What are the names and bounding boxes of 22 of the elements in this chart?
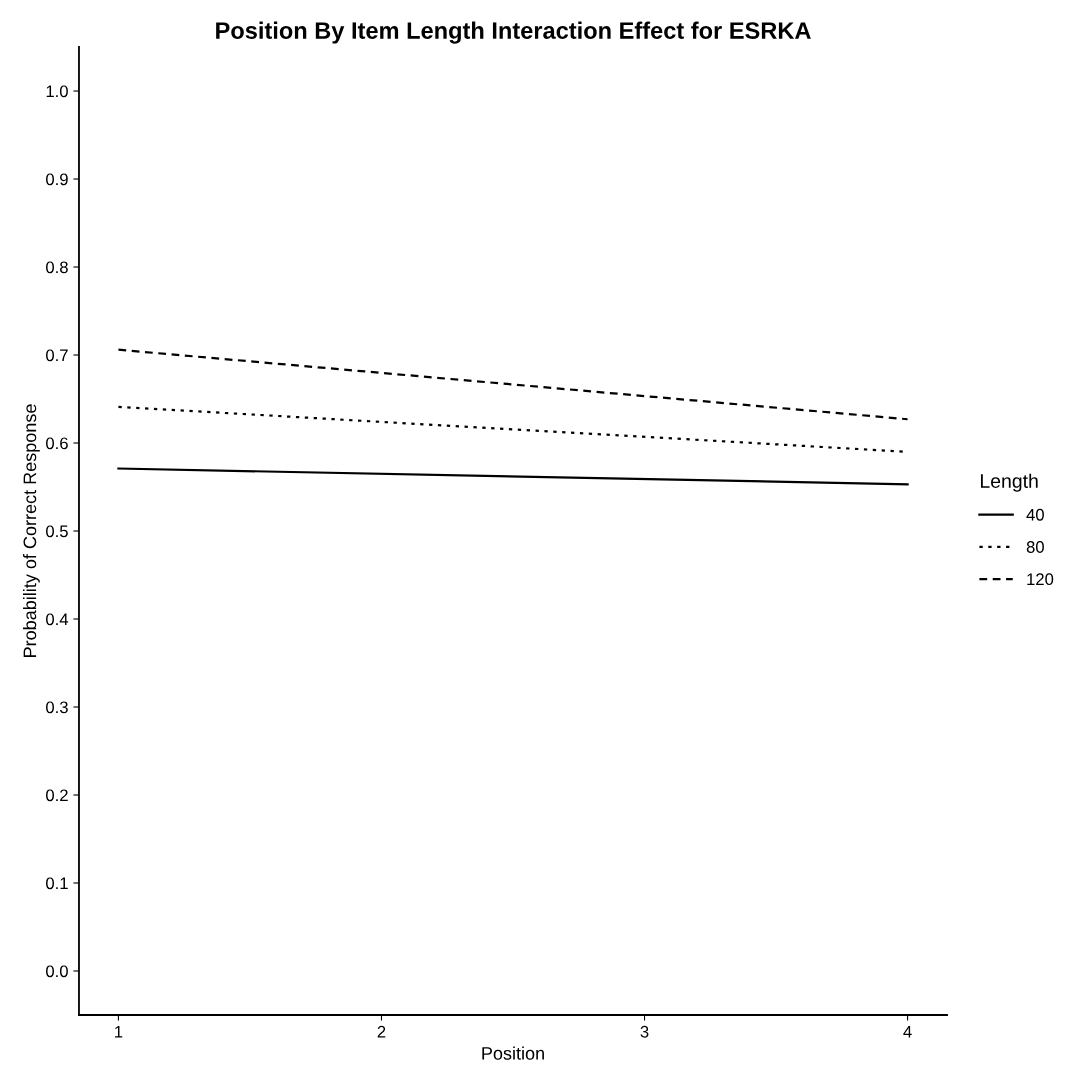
- y-tick-label: 0.6: [46, 437, 68, 450]
- y-tick-label: 0.5: [46, 525, 68, 538]
- x-tick-label: 4: [903, 1026, 912, 1038]
- y-tick-label: 0.3: [46, 701, 68, 714]
- legend-label: 80: [1026, 541, 1044, 553]
- y-tick-label: 1.0: [46, 85, 68, 98]
- x-tick-label: 2: [377, 1025, 386, 1038]
- legend-label: 120: [1027, 573, 1054, 586]
- y-tick-label: 0.0: [46, 965, 68, 978]
- y-tick-label: 0.1: [46, 877, 68, 890]
- x-axis-title: Position: [482, 1046, 544, 1060]
- chart-title: Position By Item Length Interaction Effect for ESRKA: [216, 21, 811, 44]
- y-tick-label: 0.9: [46, 173, 68, 186]
- x-tick-label: 3: [640, 1025, 649, 1038]
- legend-label: 40: [1026, 508, 1044, 521]
- y-tick-label: 0.4: [46, 613, 69, 626]
- x-tick-label: 1: [115, 1026, 123, 1038]
- y-tick-label: 0.2: [46, 789, 68, 802]
- y-tick-label: 0.8: [46, 261, 68, 274]
- y-axis-title: Probability of Correct Response: [23, 404, 40, 657]
- legend-title: Length: [980, 473, 1038, 492]
- y-tick-label: 0.7: [46, 349, 68, 362]
